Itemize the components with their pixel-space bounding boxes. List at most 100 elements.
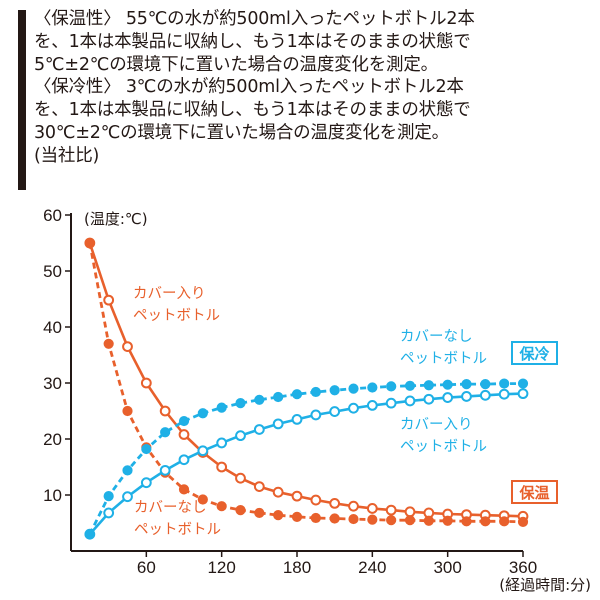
data-point xyxy=(310,409,322,421)
y-tick-label: 60 xyxy=(43,206,62,225)
data-point xyxy=(122,405,133,417)
data-point xyxy=(423,515,434,526)
data-point xyxy=(235,398,246,409)
annotation-warm-uncovered-line2: ペットボトル xyxy=(134,521,221,538)
description-line: (当社比) xyxy=(34,145,100,166)
data-point xyxy=(216,501,227,512)
data-point xyxy=(273,391,284,403)
data-point xyxy=(423,393,435,405)
annotation-cool-uncovered-line2: ペットボトル xyxy=(400,350,487,367)
series-warm_covered xyxy=(84,237,529,522)
y-tick-label: 50 xyxy=(43,262,62,281)
data-point xyxy=(140,377,152,389)
annotation-warm-covered-line2: ペットボトル xyxy=(133,307,220,324)
data-point xyxy=(329,406,341,417)
data-point xyxy=(385,504,397,516)
data-point xyxy=(442,379,453,390)
data-point xyxy=(235,472,246,484)
data-point xyxy=(216,461,228,473)
data-point xyxy=(499,378,510,389)
data-point xyxy=(423,380,434,391)
data-point xyxy=(404,380,416,391)
data-point xyxy=(329,513,340,524)
data-point xyxy=(367,382,378,393)
data-point xyxy=(461,379,472,390)
data-point xyxy=(216,402,227,413)
data-point xyxy=(140,477,152,489)
series-cool_covered xyxy=(84,388,529,540)
data-point xyxy=(517,516,529,527)
data-point xyxy=(103,491,114,502)
data-point xyxy=(367,514,378,525)
data-point xyxy=(310,386,321,398)
data-point xyxy=(499,516,510,527)
data-point xyxy=(385,397,397,409)
series-warm_uncovered xyxy=(84,237,529,527)
data-point xyxy=(216,437,228,449)
data-point xyxy=(517,388,529,400)
data-point xyxy=(291,490,303,502)
data-point xyxy=(480,516,491,527)
data-point xyxy=(253,481,265,493)
y-tick-label: 10 xyxy=(43,486,62,505)
data-point xyxy=(480,379,491,390)
data-point xyxy=(348,402,359,414)
badge-warm-frame xyxy=(511,480,558,504)
data-point xyxy=(159,464,171,476)
data-point xyxy=(348,500,359,512)
description-line: 〈保冷性〉 3℃の水が約500ml入ったペットボトル2本 xyxy=(34,77,464,98)
header-bar xyxy=(18,10,26,190)
chart-series xyxy=(84,237,529,540)
data-point xyxy=(159,405,171,417)
data-point xyxy=(366,400,378,411)
data-point xyxy=(122,465,133,476)
data-point xyxy=(291,389,303,400)
badge-warm: 保温 xyxy=(518,484,549,502)
data-point xyxy=(310,494,322,506)
data-point xyxy=(103,507,115,519)
data-point xyxy=(122,491,133,503)
data-point xyxy=(498,388,510,400)
data-point xyxy=(404,506,416,518)
data-point xyxy=(461,516,472,527)
data-point xyxy=(254,394,265,405)
data-point xyxy=(517,378,529,389)
description-line: 〈保温性〉 55℃の水が約500ml入ったペットボトル2本 xyxy=(34,9,475,29)
data-point xyxy=(84,529,95,540)
data-point xyxy=(141,443,152,455)
data-point xyxy=(235,430,246,442)
data-point xyxy=(461,391,472,402)
x-tick-label: 60 xyxy=(137,558,156,577)
data-point xyxy=(197,445,209,457)
description-block: 〈保温性〉 55℃の水が約500ml入ったペットボトル2本 を、1本は本製品に収… xyxy=(34,8,594,168)
data-point xyxy=(122,341,133,353)
data-point xyxy=(329,498,341,509)
data-point xyxy=(386,381,397,392)
x-tick-label: 300 xyxy=(433,558,461,577)
y-tick-label: 20 xyxy=(43,430,62,449)
data-point xyxy=(253,424,265,435)
data-point xyxy=(404,395,416,407)
y-tick-label: 30 xyxy=(43,374,62,393)
chart-axes: 10 20 30 40 50 60 60 120 180 240 300 360 xyxy=(43,206,537,577)
badge-cool-frame xyxy=(511,341,558,365)
annotation-cool-uncovered-line1: カバーなし xyxy=(400,328,473,345)
data-point xyxy=(197,494,208,505)
data-point xyxy=(178,415,190,427)
data-point xyxy=(404,515,416,526)
data-point xyxy=(366,503,378,514)
x-tick-label: 240 xyxy=(358,558,386,577)
x-tick-label: 360 xyxy=(509,558,537,577)
annotation-warm-uncovered-line1: カバーなし xyxy=(134,499,207,516)
data-point xyxy=(291,511,303,522)
data-point xyxy=(291,414,303,425)
data-point xyxy=(103,294,115,306)
series-line-warm_covered xyxy=(88,242,524,518)
data-point xyxy=(329,385,340,396)
data-point xyxy=(348,383,359,394)
data-point xyxy=(160,427,171,438)
data-point xyxy=(178,454,190,466)
description-line: 5℃±2℃の環境下に置いた場合の温度変化を測定。 xyxy=(34,54,438,75)
data-point xyxy=(178,484,190,495)
